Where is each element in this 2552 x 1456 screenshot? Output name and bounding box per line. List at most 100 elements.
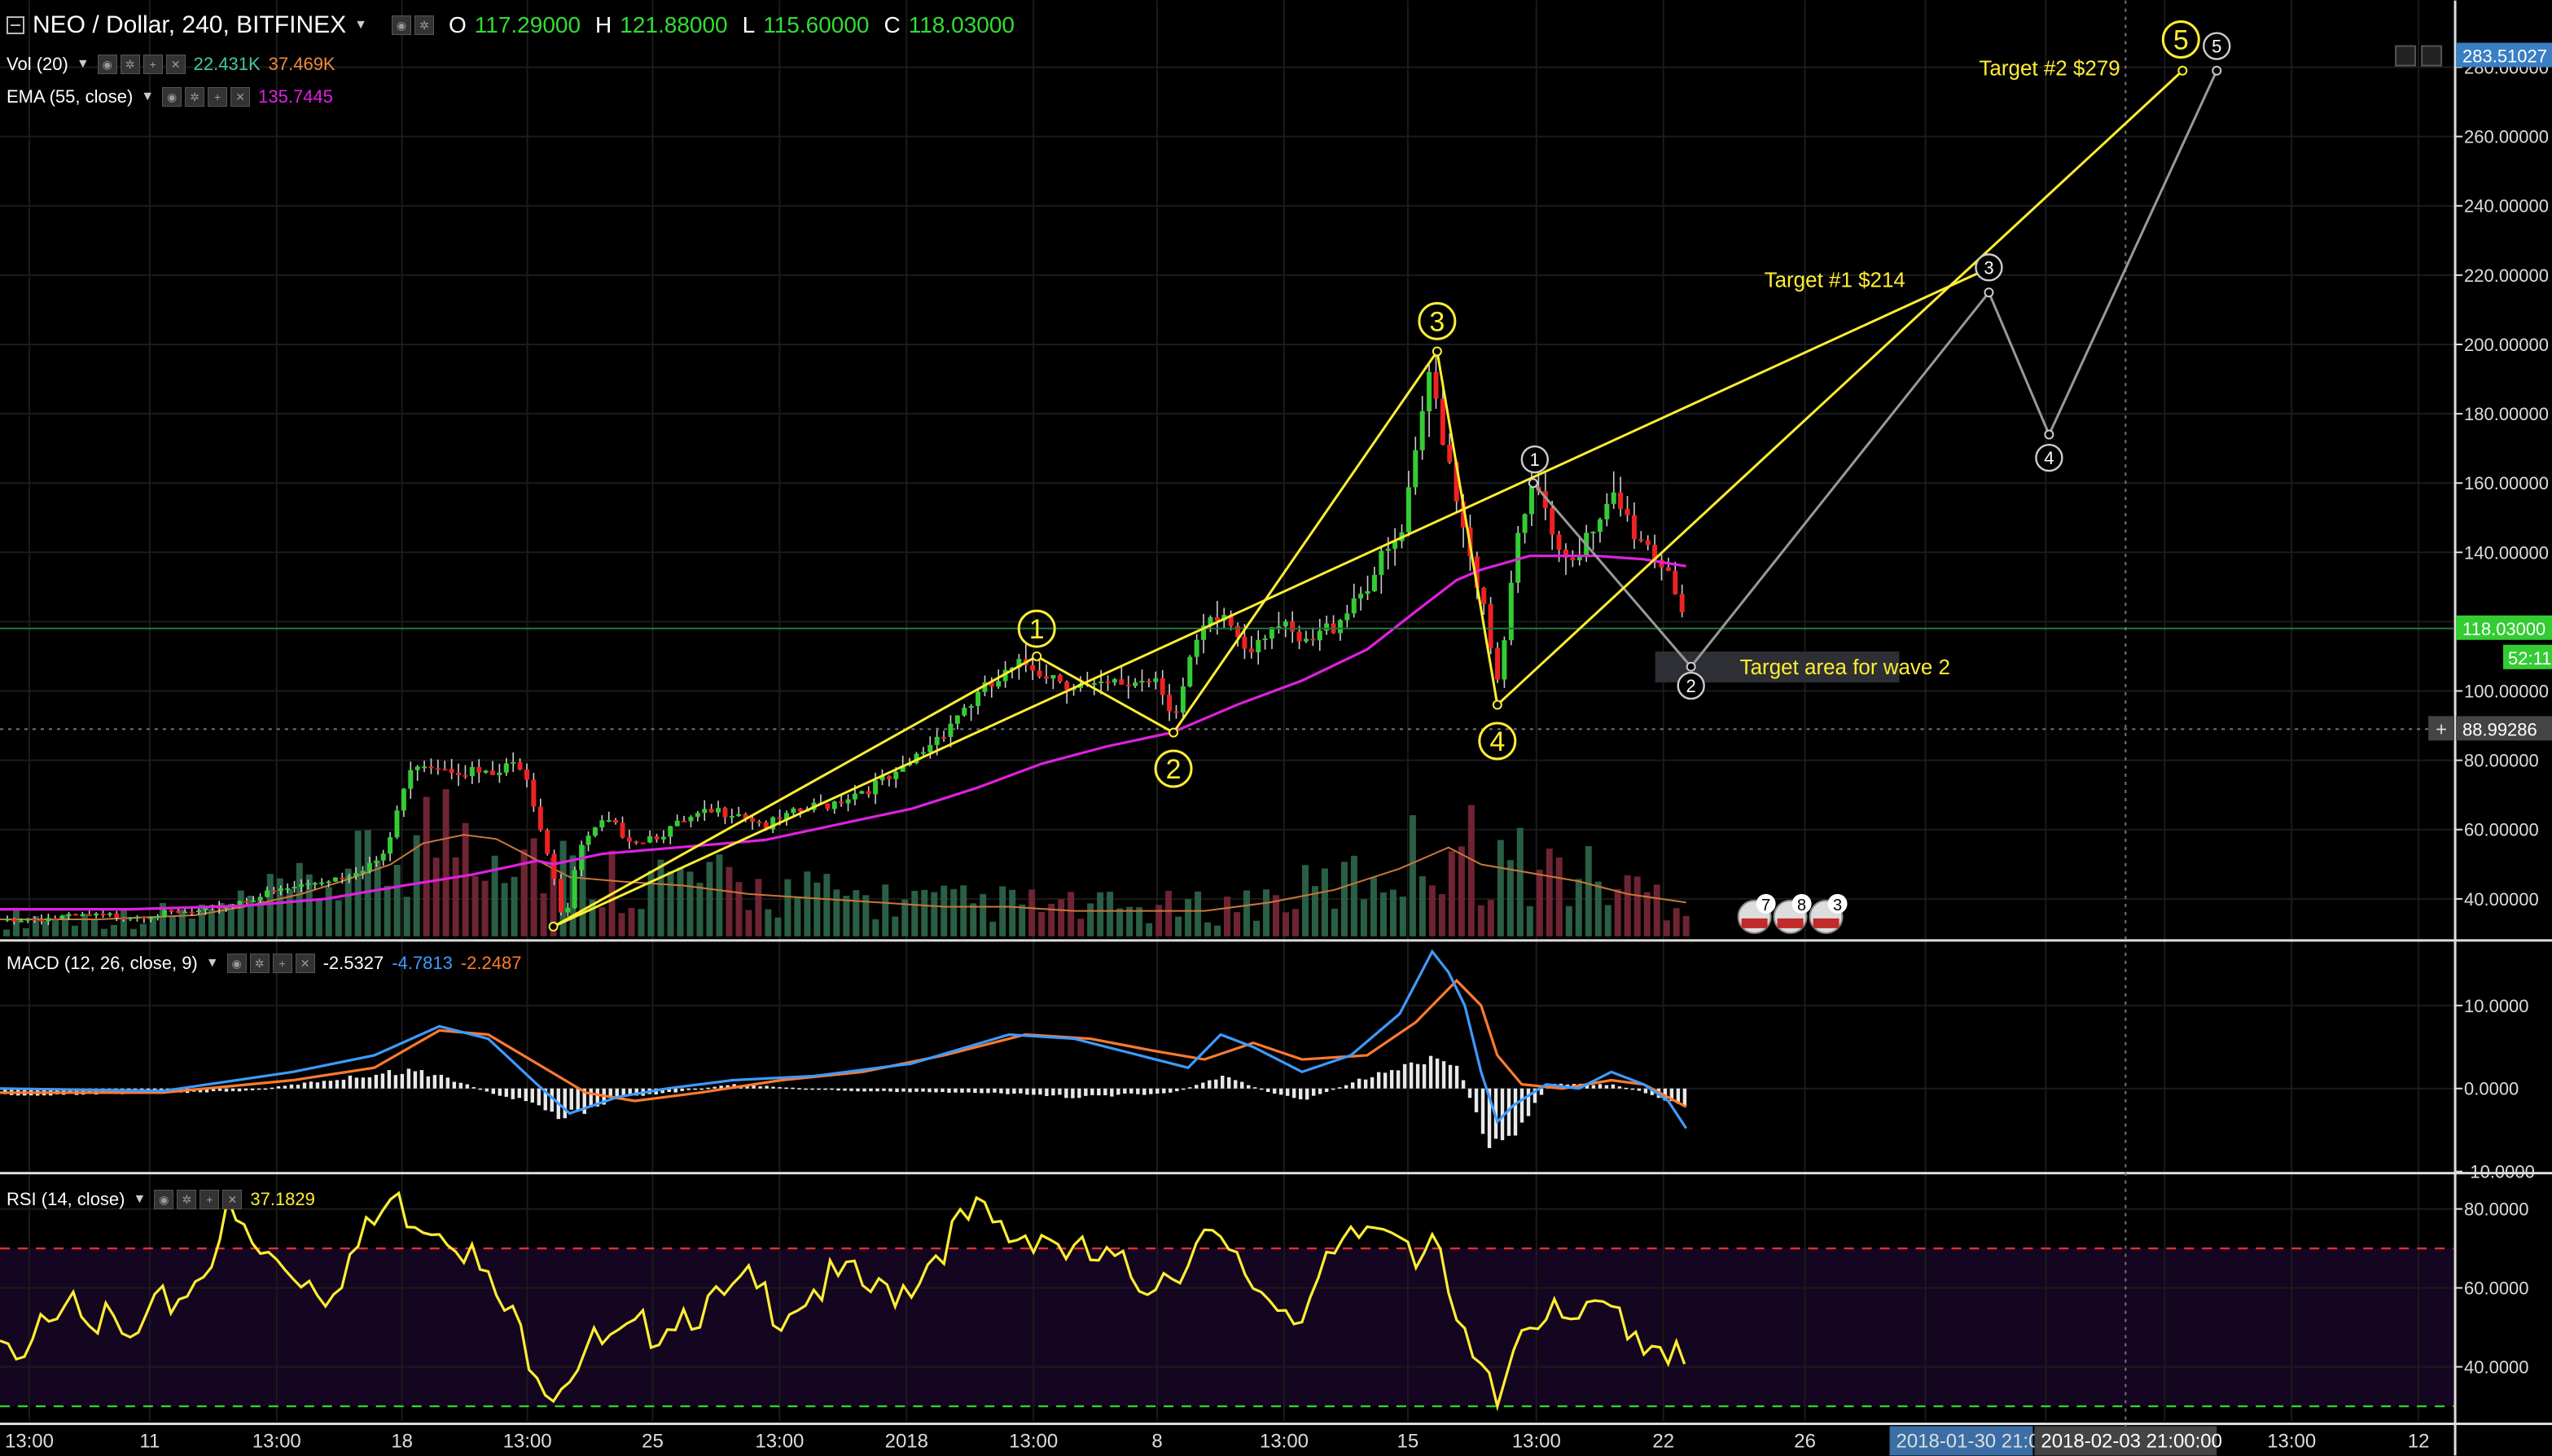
close-icon[interactable]: ✕ [165, 55, 186, 74]
candle-up [182, 911, 188, 914]
price-axis[interactable]: 40.0000060.0000080.00000100.00000120.000… [2428, 42, 2552, 910]
macd-hist-bar [673, 1088, 677, 1093]
macd-legend[interactable]: MACD (12, 26, close, 9) ▼ ◉ ✲ + ✕ -2.532… [7, 953, 521, 974]
ema-label[interactable]: EMA (55, close) [7, 86, 134, 107]
macd-hist-bar [263, 1088, 268, 1090]
time-tick-label: 2018 [885, 1430, 928, 1452]
candle-down [442, 769, 448, 771]
macd-hist-bar [797, 1088, 801, 1090]
volume-bar [794, 897, 801, 936]
macd-hist-bar [406, 1068, 411, 1089]
volume-bar [589, 899, 596, 936]
candle-down [1146, 681, 1151, 683]
candle-up [592, 827, 598, 836]
macd-hist-bar [543, 1088, 547, 1111]
volume-bar [862, 895, 870, 936]
time-tick-label: 13:00 [1009, 1430, 1058, 1452]
symbol-title[interactable]: NEO / Dollar, 240, BITFINEX [33, 11, 347, 38]
volume-bar [42, 920, 49, 936]
eye-icon[interactable]: ◉ [226, 954, 247, 973]
menu-icon[interactable] [7, 16, 24, 34]
gear-icon[interactable]: ✲ [249, 954, 270, 973]
price-tick-label: 160.00000 [2464, 473, 2549, 493]
volume-bar [1467, 805, 1475, 936]
volume-bar [1643, 892, 1651, 936]
rsi-legend[interactable]: RSI (14, close) ▼ ◉ ✲ + ✕ 37.1829 [7, 1189, 315, 1210]
candle-up [497, 772, 502, 775]
gear-icon[interactable]: ✲ [120, 55, 140, 74]
ema-legend[interactable]: EMA (55, close) ▼ ◉ ✲ + ✕ 135.7445 [7, 86, 333, 107]
macd-hist-bar [1474, 1088, 1479, 1112]
candle-down [1652, 545, 1658, 560]
wave-main-path[interactable] [552, 69, 2184, 928]
eye-icon[interactable]: ◉ [154, 1190, 174, 1209]
volume-label[interactable]: Vol (20) [7, 54, 68, 74]
plus-icon[interactable]: + [208, 87, 228, 107]
chevron-down-icon[interactable]: ▼ [141, 90, 155, 103]
candle-down [141, 916, 147, 919]
high-value: 121.88000 [620, 12, 728, 37]
macd-hist-bar [1201, 1082, 1205, 1089]
candle-up [1371, 575, 1377, 591]
chevron-down-icon[interactable]: ▼ [354, 18, 367, 32]
candle-down [1638, 539, 1644, 542]
volume-bar [726, 866, 733, 936]
rsi-label[interactable]: RSI (14, close) [7, 1189, 125, 1209]
macd-axis[interactable]: 10.0000 0.0000 -10.0000 [2454, 996, 2535, 1182]
macd-hist-bar [1090, 1088, 1094, 1095]
channel-line[interactable] [552, 266, 1990, 928]
candle-down [1618, 492, 1624, 509]
volume-bar [481, 880, 489, 936]
plus-icon[interactable]: + [272, 954, 292, 973]
plus-icon[interactable]: + [200, 1190, 220, 1209]
time-axis[interactable]: 13:00 11 13:00 18 13:00 25 13:00 2018 13:00 8 13:0… [5, 1426, 2429, 1456]
symbol-legend[interactable]: NEO / Dollar, 240, BITFINEX ▼ ◉ ✲ O 117.2… [7, 11, 1015, 39]
plus-icon[interactable]: + [143, 55, 163, 74]
macd-hist-bar [276, 1086, 281, 1089]
eye-icon[interactable]: ◉ [162, 87, 182, 107]
close-icon[interactable]: ✕ [295, 954, 315, 973]
chevron-down-icon[interactable]: ▼ [76, 57, 90, 71]
gear-icon[interactable]: ✲ [185, 87, 205, 107]
chevron-down-icon[interactable]: ▼ [205, 956, 219, 970]
macd-label[interactable]: MACD (12, 26, close, 9) [7, 953, 198, 973]
volume-bar [1038, 911, 1046, 936]
time-tick-label: 8 [1151, 1430, 1162, 1452]
candle-up [736, 814, 742, 817]
eye-icon[interactable]: ◉ [391, 15, 411, 35]
macd-hist-bar [1344, 1085, 1348, 1089]
candle-up [1529, 486, 1534, 515]
candle-down [456, 773, 462, 775]
eye-icon[interactable]: ◉ [97, 55, 117, 74]
chevron-down-icon[interactable]: ▼ [133, 1192, 147, 1206]
pause-icon[interactable] [2421, 45, 2443, 67]
macd-hist-bar [1598, 1084, 1603, 1089]
plus-icon[interactable] [2428, 716, 2455, 741]
volume-bar [335, 900, 342, 936]
scroll-left-icon[interactable] [2395, 45, 2417, 67]
candle-up [1392, 541, 1398, 549]
gear-icon[interactable]: ✲ [177, 1190, 197, 1209]
macd-hist-bar [752, 1085, 756, 1089]
macd-hist-bar [1513, 1088, 1518, 1136]
candle-up [1208, 616, 1213, 626]
volume-bar [1350, 855, 1357, 936]
close-icon[interactable]: ✕ [230, 87, 251, 107]
close-icon[interactable]: ✕ [222, 1190, 243, 1209]
candle-down [1665, 567, 1671, 572]
time-tick-label: 13:00 [2267, 1430, 2316, 1452]
volume-legend[interactable]: Vol (20) ▼ ◉ ✲ + ✕ 22.431K 37.469K [7, 54, 335, 75]
volume-bar [12, 907, 20, 936]
macd-hist-bar [993, 1088, 997, 1093]
rsi-axis[interactable]: 80.0000 60.0000 40.0000 [2454, 1199, 2528, 1378]
gear-icon[interactable]: ✲ [414, 15, 434, 35]
event-badge [1827, 893, 1848, 914]
macd-hist-bar [1097, 1088, 1101, 1096]
macd-hist-bar [1240, 1081, 1244, 1089]
candle-up [66, 914, 72, 916]
candle-up [155, 916, 160, 919]
macd-hist-bar [908, 1088, 912, 1093]
candle-down [1625, 508, 1630, 515]
last-price-label: 118.03000 [2462, 619, 2545, 639]
